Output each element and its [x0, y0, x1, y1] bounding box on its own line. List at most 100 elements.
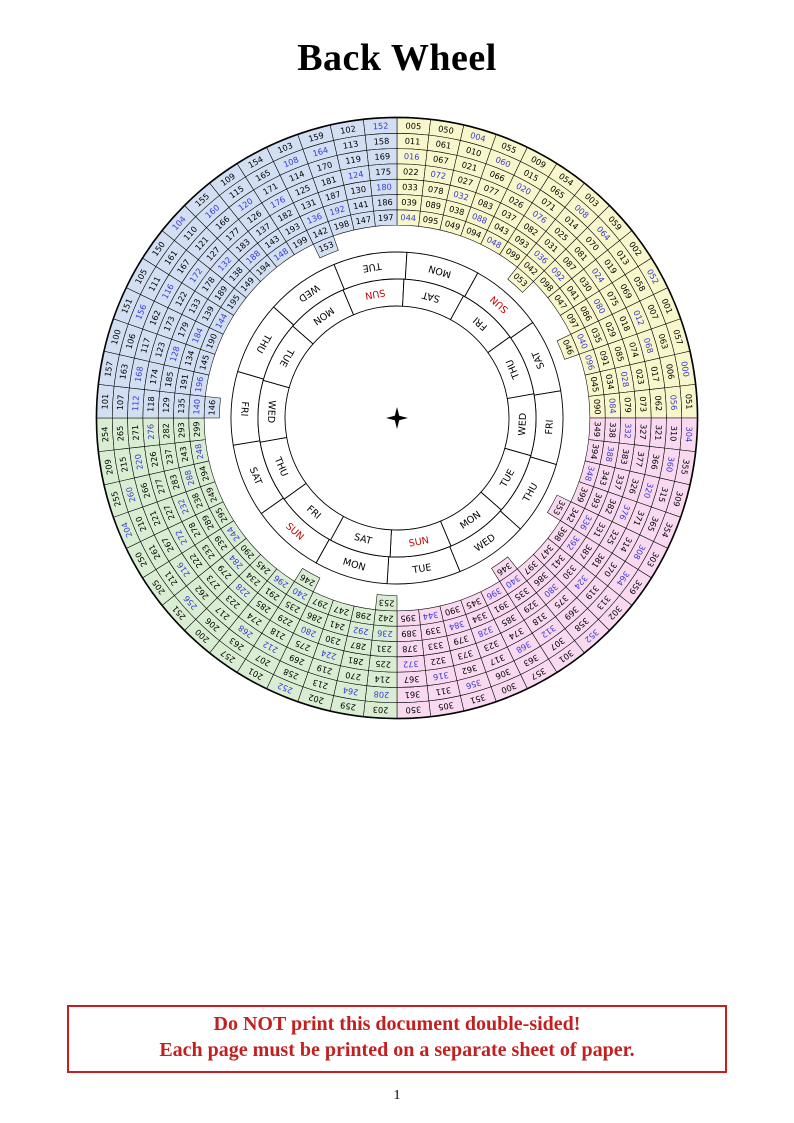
year-number: 021 [461, 159, 479, 173]
year-number: 159 [307, 130, 325, 144]
year-number: 367 [404, 674, 420, 685]
year-number: 214 [374, 674, 390, 685]
year-number: 356 [465, 677, 483, 691]
year-number: 213 [311, 677, 329, 691]
year-number: 169 [374, 151, 390, 162]
year-number: 096 [583, 354, 597, 372]
day-label: SAT [421, 289, 441, 304]
year-number: 056 [668, 394, 679, 410]
year-number: 192 [328, 203, 346, 217]
year-number: 339 [425, 625, 442, 637]
year-number: 180 [376, 182, 392, 193]
year-number: 074 [627, 341, 641, 359]
day-label: WED [517, 413, 529, 436]
year-number: 362 [461, 663, 479, 677]
year-number: 198 [333, 218, 351, 232]
center-star-icon [386, 407, 408, 429]
year-number: 197 [378, 212, 394, 223]
year-number: 343 [598, 469, 612, 487]
year-number: 395 [400, 613, 416, 624]
year-number: 379 [452, 633, 470, 647]
year-number: 361 [404, 689, 420, 700]
year-number: 281 [347, 655, 364, 667]
year-number: 242 [378, 613, 394, 624]
year-number: 038 [448, 203, 466, 217]
year-number: 113 [342, 138, 359, 150]
year-number: 349 [592, 421, 603, 437]
year-number: 299 [191, 421, 202, 437]
year-number: 255 [109, 490, 123, 508]
day-cell [292, 289, 355, 345]
back-wheel-diagram: 005 011 016 022 033 039 044 050 061 067 072 078 089 0… [87, 108, 707, 728]
year-number: 202 [307, 692, 325, 706]
year-number: 383 [619, 448, 631, 465]
year-number: 106 [124, 332, 138, 350]
year-number: 277 [153, 477, 167, 495]
year-number: 051 [684, 394, 695, 410]
page-title: Back Wheel [297, 37, 497, 79]
year-number: 288 [182, 469, 196, 487]
year-number: 372 [403, 659, 419, 670]
year-number: 276 [145, 424, 156, 440]
year-cell [312, 235, 339, 259]
year-number: 389 [401, 628, 417, 639]
year-number: 134 [182, 349, 196, 367]
year-number: 158 [373, 136, 389, 147]
year-number: 321 [653, 425, 664, 441]
year-number: 107 [115, 394, 126, 410]
year-number: 157 [102, 360, 114, 377]
year-number: 287 [350, 640, 367, 652]
year-number: 123 [153, 341, 167, 359]
year-number: 355 [679, 458, 691, 475]
year-number: 175 [375, 166, 391, 177]
year-number: 090 [592, 399, 603, 415]
warning-line-1: Do NOT print this document double-sided! [213, 1013, 581, 1035]
year-number: 360 [664, 456, 676, 473]
warning-box: Do NOT print this document double-sided!… [67, 1005, 727, 1073]
wheel-quadrant-years-300-399: 3043103213273323383493553603663773833883… [396, 417, 698, 719]
year-number: 089 [425, 199, 442, 211]
year-number: 378 [402, 644, 418, 655]
year-number: 174 [148, 368, 160, 385]
year-cell [203, 396, 221, 419]
warning-line-2: Each page must be printed on a separate … [159, 1039, 635, 1062]
year-number: 388 [604, 446, 616, 463]
year-number: 265 [115, 425, 126, 441]
year-number: 390 [444, 604, 462, 618]
year-number: 243 [178, 446, 190, 463]
year-number: 119 [345, 154, 362, 166]
wheel-outer-rim [95, 116, 699, 720]
year-number: 011 [404, 136, 420, 147]
year-number: 259 [339, 700, 356, 712]
year-number: 351 [469, 692, 487, 706]
year-number: 068 [642, 337, 656, 355]
year-number: 163 [117, 363, 129, 380]
day-label: TUE [411, 562, 432, 576]
year-number: 101 [99, 394, 110, 410]
year-number: 045 [589, 376, 601, 393]
year-number: 124 [347, 169, 364, 181]
year-number: 017 [649, 366, 661, 383]
year-number: 266 [138, 482, 152, 500]
year-number: 141 [352, 199, 369, 211]
year-number: 294 [197, 465, 211, 483]
year-number: 254 [99, 426, 110, 442]
year-number: 311 [435, 685, 452, 697]
year-number: 209 [102, 458, 114, 475]
year-number: 373 [456, 648, 474, 662]
year-number: 344 [422, 610, 439, 622]
year-number: 118 [145, 396, 156, 412]
year-number: 072 [430, 169, 447, 181]
year-number: 377 [634, 451, 646, 468]
day-label: SUN [364, 286, 386, 300]
year-number: 146 [206, 400, 217, 416]
year-number: 226 [148, 451, 160, 468]
year-cell [375, 594, 398, 612]
year-number: 130 [350, 184, 367, 196]
year-number: 309 [671, 490, 685, 508]
year-number: 219 [316, 663, 334, 677]
year-number: 337 [612, 473, 626, 491]
year-number: 117 [138, 337, 152, 355]
year-number: 384 [448, 619, 466, 633]
